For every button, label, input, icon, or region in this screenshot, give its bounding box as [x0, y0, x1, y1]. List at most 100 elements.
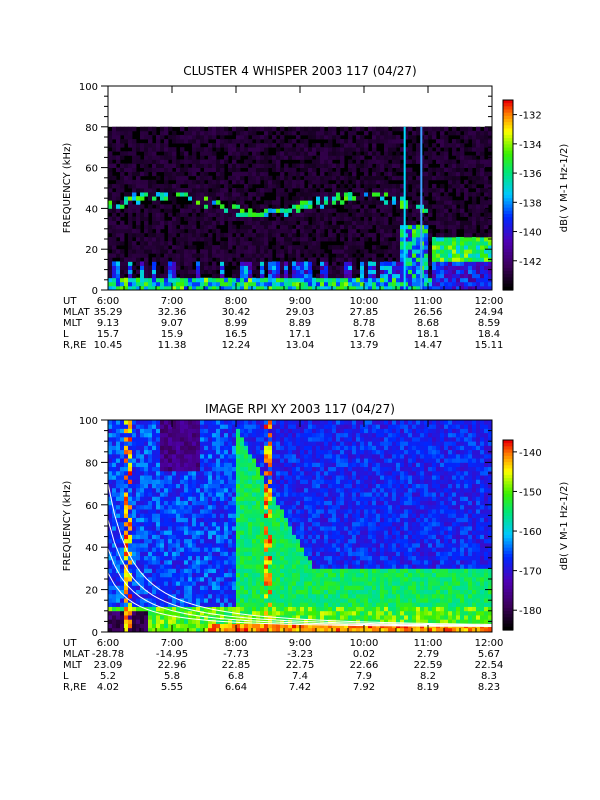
spectrogram-cell — [168, 147, 173, 152]
spectrogram-cell — [112, 615, 117, 620]
spectrogram-cell — [392, 183, 397, 189]
spectrogram-cell — [172, 134, 177, 140]
spectrogram-cell — [212, 200, 217, 205]
spectrogram-cell — [112, 196, 117, 201]
spectrogram-cell — [240, 564, 245, 569]
spectrogram-cell — [376, 212, 381, 217]
spectrogram-cell — [172, 542, 177, 548]
spectrogram-cell — [332, 257, 337, 262]
spectrogram-cell — [408, 151, 413, 156]
spectrogram-cell — [204, 236, 209, 242]
spectrogram-cell — [392, 134, 397, 140]
spectrogram-cell — [180, 134, 185, 140]
spectrogram-cell — [480, 155, 485, 160]
spectrogram-cell — [196, 534, 201, 540]
spectrogram-cell — [128, 253, 133, 258]
spectrogram-cell — [256, 143, 261, 148]
spectrogram-cell — [160, 204, 165, 209]
spectrogram-cell — [256, 224, 261, 230]
spectrogram-cell — [396, 143, 401, 148]
spectrogram-cell — [232, 581, 237, 586]
spectrogram-cell — [256, 192, 261, 197]
spectrogram-cell — [232, 241, 237, 246]
spectrogram-cell — [236, 547, 241, 552]
spectrogram-cell — [276, 208, 281, 213]
spectrogram-cell — [140, 492, 145, 497]
spectrogram-cell — [120, 228, 125, 234]
spectrogram-cell — [220, 232, 225, 238]
spectrogram-cell — [304, 196, 309, 201]
spectrogram-cell — [272, 281, 277, 287]
spectrogram-cell — [164, 449, 169, 455]
spectrogram-cell — [384, 159, 389, 164]
spectrogram-cell — [192, 236, 197, 242]
spectrogram-cell — [112, 475, 117, 480]
spectrogram-cell — [136, 572, 141, 578]
spectrogram-cell — [156, 167, 161, 173]
spectrogram-cell — [336, 224, 341, 230]
spectrogram-cell — [196, 462, 201, 468]
spectrogram-cell — [352, 130, 357, 136]
spectrogram-cell — [364, 249, 369, 254]
spectrogram-cell — [140, 204, 145, 209]
colorbar-swatch — [503, 160, 513, 164]
spectrogram-cell — [184, 551, 189, 557]
spectrogram-cell — [144, 183, 149, 189]
spectrogram-cell — [436, 245, 441, 250]
spectrogram-cell — [156, 496, 161, 501]
spectrogram-cell — [196, 183, 201, 189]
spectrogram-cell — [400, 192, 405, 197]
spectrogram-cell — [112, 576, 117, 582]
spectrogram-cell — [268, 183, 273, 189]
spectrogram-cell — [232, 551, 237, 557]
spectrogram-cell — [152, 509, 157, 514]
spectrogram-cell — [304, 188, 309, 193]
spectrogram-cell — [316, 212, 321, 217]
spectrogram-cell — [140, 538, 145, 544]
spectrogram-cell — [164, 126, 169, 132]
spectrogram-cell — [232, 466, 237, 472]
spectrogram-cell — [116, 232, 121, 238]
spectrogram-cell — [116, 598, 121, 603]
spectrogram-cell — [136, 441, 141, 446]
spectrogram-cell — [456, 163, 461, 168]
spectrogram-cell — [236, 500, 241, 506]
spectrogram-cell — [236, 521, 241, 527]
spectrogram-cell — [304, 277, 309, 283]
spectrogram-cell — [268, 126, 273, 132]
spectrogram-cell — [320, 216, 325, 222]
spectrogram-cell — [140, 619, 145, 624]
spectrogram-cell — [120, 513, 125, 518]
spectrogram-cell — [324, 134, 329, 140]
spectrogram-cell — [184, 509, 189, 514]
spectrogram-cell — [232, 277, 237, 283]
spectrogram-cell — [228, 204, 233, 209]
spectrogram-cell — [204, 436, 209, 442]
spectrogram-cell — [128, 130, 133, 136]
spectrogram-cell — [204, 538, 209, 544]
spectrogram-cell — [228, 466, 233, 472]
spectrogram-cell — [252, 261, 257, 266]
spectrogram-cell — [412, 261, 417, 266]
spectrogram-cell — [144, 236, 149, 242]
spectrogram-cell — [152, 504, 157, 510]
spectrogram-cell — [128, 192, 133, 197]
spectrogram-cell — [204, 171, 209, 177]
spectrogram-cell — [336, 228, 341, 234]
spectrogram-cell — [188, 159, 193, 164]
spectrogram-cell — [424, 175, 429, 181]
spectrogram-cell — [216, 126, 221, 132]
spectrogram-cell — [108, 470, 113, 476]
spectrogram-cell — [468, 192, 473, 197]
spectrogram-cell — [164, 466, 169, 472]
spectrogram-cell — [212, 436, 217, 442]
spectrogram-cell — [184, 500, 189, 506]
spectrogram-cell — [320, 208, 325, 213]
spectrogram-cell — [240, 627, 245, 633]
spectrogram-cell — [400, 126, 405, 132]
spectrogram-cell — [136, 547, 141, 552]
spectrogram-cell — [300, 167, 305, 173]
spectrogram-cell — [112, 147, 117, 152]
spectrogram-cell — [284, 208, 289, 213]
spectrogram-cell — [244, 224, 249, 230]
